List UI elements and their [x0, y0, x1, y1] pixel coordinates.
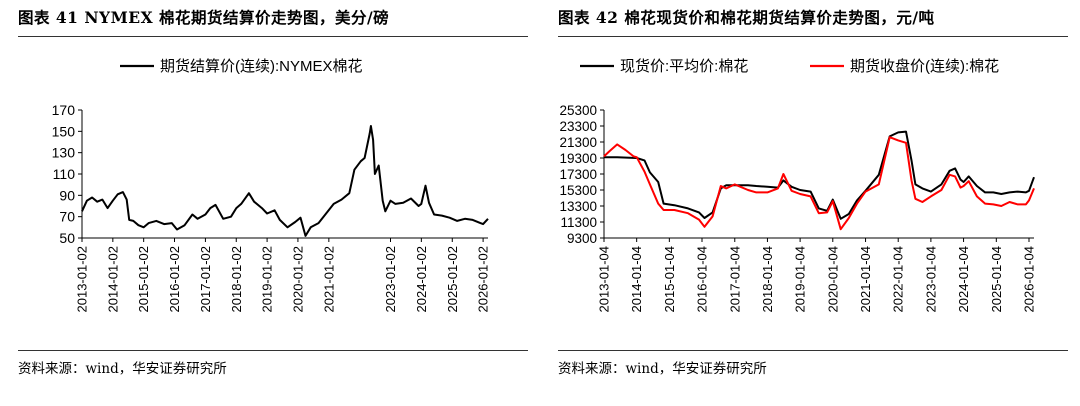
title-divider — [18, 36, 528, 37]
figure-42-title: 图表 42 棉花现货价和棉花期货结算价走势图，元/吨 — [558, 8, 935, 27]
cotton-spot-futures-chart: 9300113001330015300173001930021300233002… — [559, 57, 1036, 313]
x-tick-label: 2019-01-02 — [260, 246, 275, 313]
x-tick-label: 2017-01-02 — [198, 246, 213, 313]
left-figure-panel: 图表 41 NYMEX 棉花期货结算价走势图，美分/磅 50 70 90 110 130… — [18, 8, 528, 377]
x-tick-label: 2017-01-04 — [727, 246, 742, 313]
source-note: 资料来源：wind，华安证券研究所 — [558, 361, 767, 377]
y-tick-label: 25300 — [559, 103, 597, 118]
y-tick-label: 19300 — [559, 151, 597, 166]
source-divider — [18, 350, 528, 351]
legend-label: 现货价:平均价:棉花 — [620, 58, 748, 75]
x-tick-label: 2021-01-02 — [321, 246, 336, 313]
x-tick-label: 2020-01-02 — [290, 246, 305, 313]
x-tick-label: 2023-01-02 — [383, 246, 398, 313]
y-tick-label: 90 — [59, 187, 75, 203]
title-divider — [558, 36, 1068, 37]
source-divider — [558, 350, 1068, 351]
series-line-1 — [604, 130, 1035, 220]
x-tick-label: 2020-01-04 — [825, 246, 840, 313]
y-tick-label: 11300 — [560, 215, 597, 230]
y-tick-label: 70 — [59, 209, 75, 225]
y-tick-label: 23300 — [559, 119, 597, 134]
x-tick-label: 2015-01-02 — [136, 246, 151, 313]
y-tick-label: 9300 — [567, 231, 597, 246]
x-tick-label: 2022-01-04 — [891, 246, 906, 313]
x-tick-label: 2016-01-02 — [167, 246, 182, 313]
x-tick-label: 2014-01-02 — [105, 246, 120, 313]
y-tick-label: 110 — [53, 166, 76, 182]
y-tick-label: 17300 — [559, 167, 597, 182]
x-tick-label: 2026-01-04 — [1021, 246, 1036, 313]
x-tick-label: 2025-01-02 — [445, 246, 460, 313]
y-tick-label: 150 — [52, 123, 76, 139]
x-tick-label: 2025-01-04 — [989, 246, 1004, 313]
y-tick-label: 21300 — [559, 135, 597, 150]
y-tick-label: 13300 — [559, 199, 597, 214]
x-tick-label: 2024-01-02 — [414, 246, 429, 313]
x-tick-label: 2018-01-04 — [760, 246, 775, 313]
y-tick-label: 15300 — [559, 183, 597, 198]
x-tick-label: 2019-01-04 — [793, 246, 808, 313]
y-tick-label: 170 — [52, 102, 76, 118]
y-tick-label: 130 — [52, 145, 76, 161]
right-figure-panel: 图表 42 棉花现货价和棉花期货结算价走势图，元/吨 9300 11300 1330… — [540, 0, 1080, 406]
series-line-1 — [81, 125, 489, 237]
x-tick-label: 2021-01-04 — [858, 246, 873, 313]
series-line-2 — [603, 136, 1035, 231]
x-tick-label: 2015-01-04 — [662, 246, 677, 313]
figure-41-title: 图表 41 NYMEX 棉花期货结算价走势图，美分/磅 — [18, 8, 390, 27]
legend-label: 期货结算价(连续):NYMEX棉花 — [160, 57, 363, 75]
x-tick-label: 2016-01-04 — [695, 246, 710, 313]
x-tick-label: 2026-01-02 — [476, 246, 491, 313]
y-tick-label: 50 — [59, 230, 75, 246]
x-tick-label: 2018-01-02 — [229, 246, 244, 313]
nymex-cotton-chart: 50 70 90 110 130 150 170 2013-01-02 2014-01-02 20… — [52, 57, 491, 313]
x-tick-label: 2024-01-04 — [956, 246, 971, 313]
x-tick-label: 2013-01-04 — [597, 246, 612, 313]
x-tick-label: 2023-01-04 — [923, 246, 938, 313]
x-tick-label: 2014-01-04 — [629, 246, 644, 313]
x-tick-label: 2013-01-02 — [75, 246, 90, 313]
legend-label: 期货收盘价(连续):棉花 — [850, 57, 999, 75]
source-note: 资料来源：wind，华安证券研究所 — [18, 361, 227, 377]
